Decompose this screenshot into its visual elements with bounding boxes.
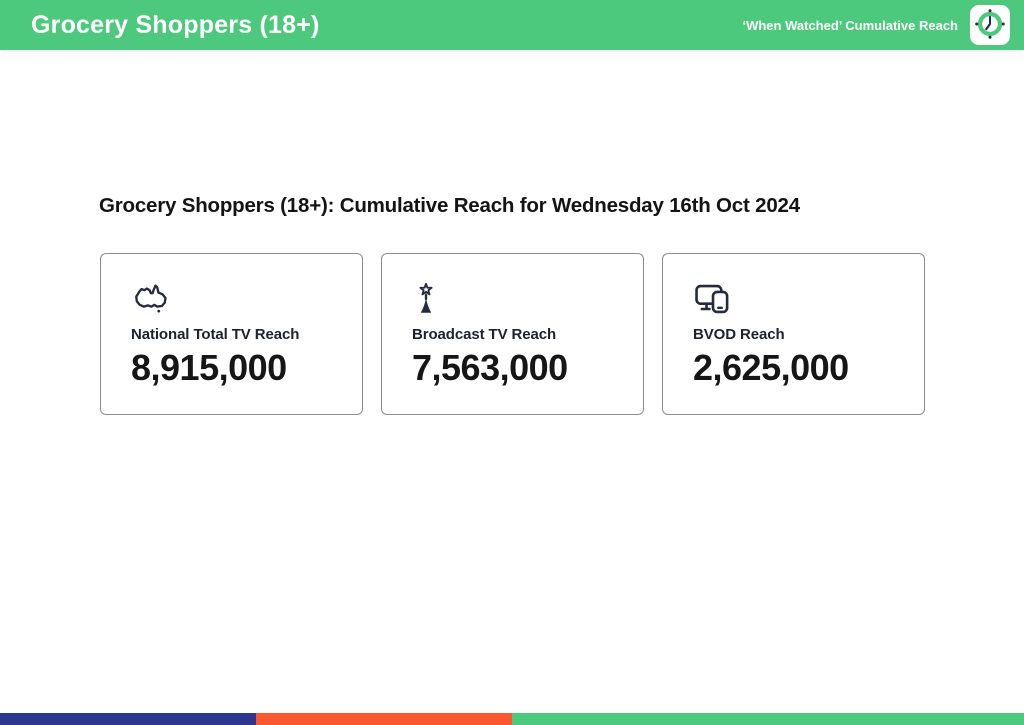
footer-navy-segment (0, 713, 256, 725)
page-title: Grocery Shoppers (18+) (31, 10, 320, 39)
card-label: BVOD Reach (693, 326, 785, 343)
card-value: 7,563,000 (412, 347, 568, 388)
footer-orange-segment (256, 713, 512, 725)
report-heading: Grocery Shoppers (18+): Cumulative Reach… (99, 194, 800, 217)
footer-color-bar (0, 713, 1024, 725)
bvod-reach-card: BVOD Reach 2,625,000 (662, 253, 925, 415)
broadcast-tv-reach-card: Broadcast TV Reach 7,563,000 (381, 253, 644, 415)
kpi-cards-row: National Total TV Reach 8,915,000 Broadc… (100, 253, 925, 415)
report-mode-label: ‘When Watched’ Cumulative Reach (742, 17, 958, 33)
card-label: National Total TV Reach (131, 326, 300, 343)
tv-and-phone-devices-icon (693, 281, 894, 317)
national-total-tv-reach-card: National Total TV Reach 8,915,000 (100, 253, 363, 415)
footer-green-segment (512, 713, 1024, 725)
card-value: 2,625,000 (693, 347, 849, 388)
header-bar: Grocery Shoppers (18+) ‘When Watched’ Cu… (0, 0, 1024, 50)
broadcast-tower-icon (412, 281, 613, 317)
card-label: Broadcast TV Reach (412, 326, 557, 343)
clock-icon (972, 6, 1008, 45)
clock-button[interactable] (970, 5, 1010, 45)
card-value: 8,915,000 (131, 347, 287, 388)
australia-map-icon (131, 281, 332, 317)
